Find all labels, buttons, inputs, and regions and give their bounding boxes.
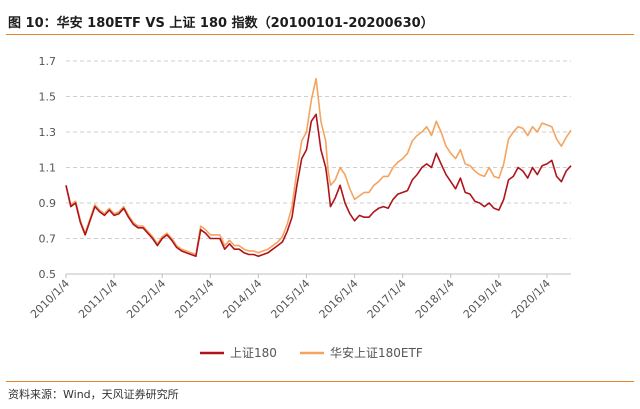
x-tick-label: 2013/1/4 bbox=[172, 277, 216, 321]
chart-area: 0.5 0.7 0.9 1.1 1.3 1.5 1.7 2010/1/4 2011/1/4 20… bbox=[0, 36, 640, 381]
legend-label-sse180: 上证180 bbox=[230, 346, 277, 360]
y-tick-label: 1.1 bbox=[39, 162, 57, 175]
series-line-sse180 bbox=[65, 113, 572, 258]
x-tick-label: 2018/1/4 bbox=[413, 277, 457, 321]
source-note: 资料来源：Wind，天风证券研究所 bbox=[6, 381, 634, 406]
y-tick-label: 0.7 bbox=[39, 233, 57, 246]
y-tick-label: 1.3 bbox=[39, 126, 57, 139]
y-tick-label: 0.9 bbox=[39, 197, 57, 210]
legend: 上证180 华安上证180ETF bbox=[200, 345, 423, 360]
y-tick-label: 0.5 bbox=[39, 268, 57, 281]
legend-label-etf180: 华安上证180ETF bbox=[330, 345, 423, 360]
x-tick-label: 2010/1/4 bbox=[28, 277, 72, 321]
x-axis: 2010/1/4 2011/1/4 2012/1/4 2013/1/4 2014/1/4… bbox=[28, 273, 571, 321]
x-tick-label: 2019/1/4 bbox=[461, 277, 505, 321]
x-tick-label: 2017/1/4 bbox=[365, 277, 409, 321]
grid-lines bbox=[66, 60, 571, 239]
x-tick-label: 2015/1/4 bbox=[268, 277, 312, 321]
y-tick-label: 1.5 bbox=[39, 91, 57, 104]
figure-title: 图 10：华安 180ETF VS 上证 180 指数（20100101-202… bbox=[6, 8, 634, 35]
y-tick-label: 1.7 bbox=[39, 55, 57, 68]
line-chart: 0.50.70.91.11.31.51.7 2010/1/4 2011/1/4 20… bbox=[28, 55, 572, 360]
x-tick-label: 2016/1/4 bbox=[317, 277, 361, 321]
source-text: 资料来源：Wind，天风证券研究所 bbox=[8, 388, 179, 401]
series-line-etf180 bbox=[65, 77, 572, 256]
y-axis: 0.5 0.7 0.9 1.1 1.3 1.5 1.7 bbox=[39, 55, 57, 281]
figure-title-text: 图 10：华安 180ETF VS 上证 180 指数（20100101-202… bbox=[8, 15, 434, 31]
series-group bbox=[65, 77, 572, 258]
x-tick-label: 2012/1/4 bbox=[124, 277, 168, 321]
x-tick-label: 2020/1/4 bbox=[509, 277, 553, 321]
x-tick-label: 2014/1/4 bbox=[220, 277, 264, 321]
x-tick-label: 2011/1/4 bbox=[76, 277, 120, 321]
